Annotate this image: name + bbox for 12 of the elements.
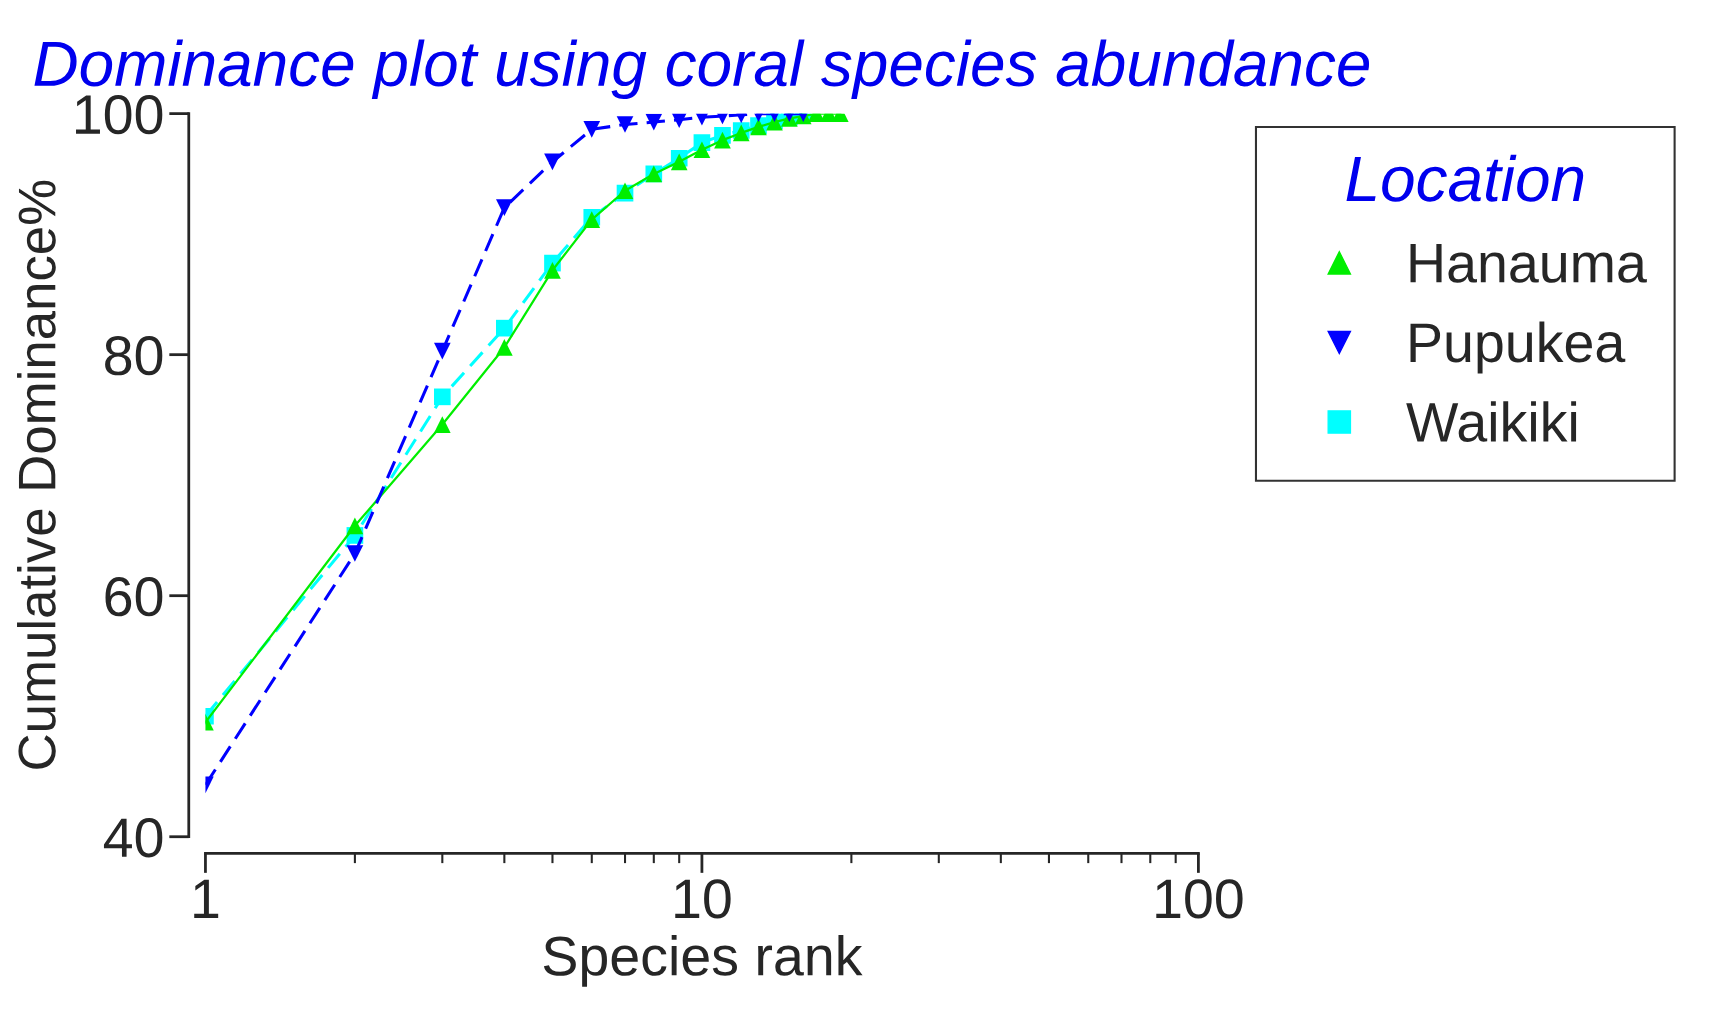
- legend-title: Location: [1346, 154, 1584, 202]
- x-tick-label: 1: [194, 879, 219, 918]
- legend-label: Waikiki: [1406, 401, 1577, 442]
- x-tick-label: 100: [1156, 879, 1243, 919]
- y-tick-label: 40: [103, 818, 163, 858]
- legend-label: Hanauma: [1410, 244, 1647, 283]
- legend-label: Pupukea: [1410, 321, 1626, 374]
- y-tick-label: 80: [105, 336, 163, 376]
- x-axis-title: Species rank: [543, 935, 863, 987]
- y-tick-label: 60: [105, 577, 163, 617]
- y-axis-title: Cumulative Dominance%: [17, 180, 56, 769]
- x-tick-label: 10: [675, 879, 731, 919]
